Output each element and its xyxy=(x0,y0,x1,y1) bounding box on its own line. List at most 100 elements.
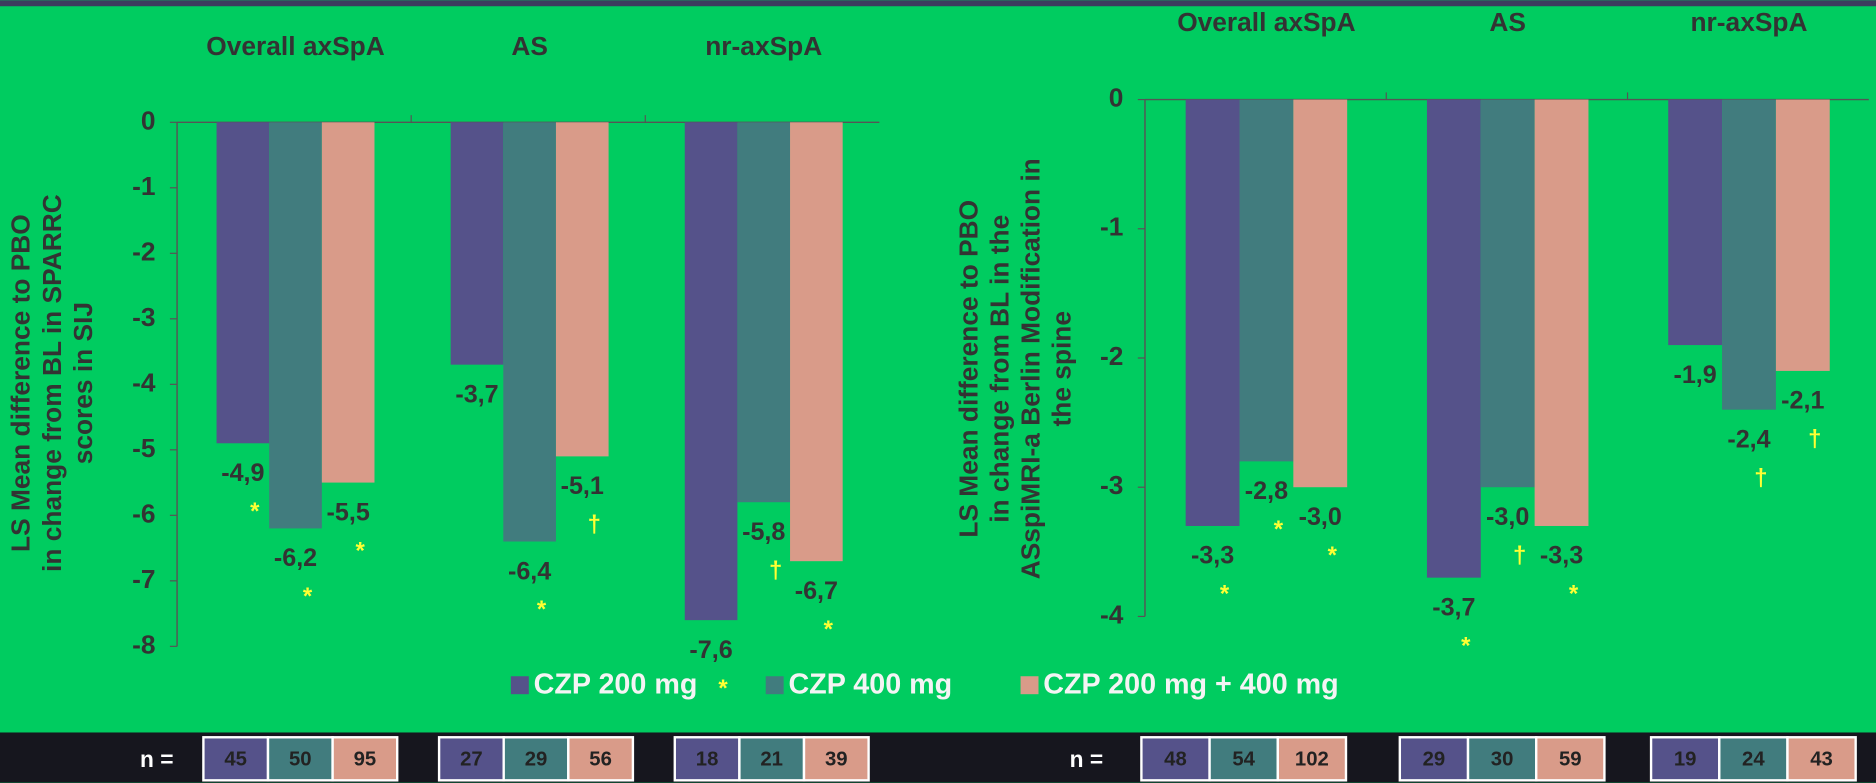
n-box xyxy=(802,736,870,782)
n-label: n = xyxy=(140,746,173,772)
n-value: 56 xyxy=(589,748,612,770)
y-axis-label-line: LS Mean difference to PBO xyxy=(6,214,36,552)
value-label: -6,7 xyxy=(795,577,838,605)
n-value: 21 xyxy=(760,748,783,770)
legend-swatch xyxy=(510,676,529,695)
n-value: 29 xyxy=(525,748,548,770)
legend-swatch xyxy=(1020,676,1039,695)
significance-marker: * xyxy=(824,616,834,643)
significance-marker: * xyxy=(250,498,260,525)
category-label: nr-axSpA xyxy=(1690,7,1807,37)
y-axis-label-line: LS Mean difference to PBO xyxy=(953,200,983,538)
y-tick-label: -1 xyxy=(132,171,155,201)
n-value: 30 xyxy=(1491,748,1514,770)
significance-marker: † xyxy=(769,557,782,584)
value-label: -5,5 xyxy=(327,498,370,526)
n-value: 95 xyxy=(354,748,377,770)
y-tick-label: -4 xyxy=(1100,599,1124,629)
y-axis-label-line: in change from BL in SPARRC xyxy=(37,194,67,572)
bar xyxy=(1668,99,1723,346)
n-box xyxy=(266,736,334,782)
legend-label: CZP 400 mg xyxy=(788,668,952,700)
y-tick-label: -5 xyxy=(132,433,155,463)
significance-marker: * xyxy=(718,675,728,702)
n-box xyxy=(437,736,505,782)
n-value: 45 xyxy=(224,748,247,770)
bar xyxy=(503,122,556,542)
bar xyxy=(1775,99,1830,371)
significance-marker: † xyxy=(1754,464,1767,491)
value-label: -6,4 xyxy=(508,557,551,585)
bar xyxy=(216,122,270,444)
significance-marker: * xyxy=(1274,516,1284,543)
n-box xyxy=(1535,736,1606,782)
bar xyxy=(1185,99,1240,526)
bar xyxy=(555,122,609,457)
n-value: 59 xyxy=(1559,748,1582,770)
significance-marker: * xyxy=(1569,581,1579,608)
bar xyxy=(1722,99,1776,410)
value-label: -3,3 xyxy=(1191,542,1234,570)
significance-marker: * xyxy=(1328,542,1338,569)
n-box xyxy=(1718,736,1789,782)
top-band xyxy=(0,0,1876,7)
value-label: -3,0 xyxy=(1299,503,1342,531)
bar xyxy=(1293,99,1348,488)
significance-marker: * xyxy=(355,537,365,564)
significance-marker: * xyxy=(1461,632,1471,659)
value-label: -7,6 xyxy=(689,636,732,664)
y-tick-label: -1 xyxy=(1100,212,1123,242)
value-label: -5,1 xyxy=(561,472,604,500)
category-label: AS xyxy=(1489,7,1526,37)
y-tick-label: -3 xyxy=(132,302,155,332)
n-box xyxy=(1649,736,1721,782)
y-tick-label: -7 xyxy=(132,564,155,594)
n-value: 102 xyxy=(1295,748,1329,770)
bar xyxy=(790,122,843,562)
y-tick-label: -8 xyxy=(132,629,155,659)
y-tick-label: -4 xyxy=(132,367,156,397)
value-label: -5,8 xyxy=(742,518,785,546)
n-label: n = xyxy=(1070,746,1103,772)
significance-marker: † xyxy=(1513,542,1526,569)
bar xyxy=(269,122,322,529)
value-label: -2,4 xyxy=(1727,425,1770,453)
category-label: Overall axSpA xyxy=(206,31,384,61)
n-box xyxy=(331,736,399,782)
n-value: 19 xyxy=(1674,748,1697,770)
n-box xyxy=(1276,736,1348,782)
bar xyxy=(684,122,738,621)
significance-marker: † xyxy=(1808,426,1821,453)
value-label: -2,1 xyxy=(1781,387,1824,415)
bar xyxy=(1239,99,1294,462)
y-axis-label-line: in change from BL in the xyxy=(984,215,1014,523)
y-tick-label: 0 xyxy=(141,105,156,135)
bar xyxy=(321,122,375,483)
n-value: 24 xyxy=(1742,748,1765,770)
legend-swatch xyxy=(765,676,784,695)
value-label: -3,7 xyxy=(455,380,498,408)
y-axis-label-line: scores in SIJ xyxy=(68,302,98,464)
n-value: 43 xyxy=(1810,748,1833,770)
y-axis-label: LS Mean difference to PBOin change from … xyxy=(6,194,98,572)
n-value: 29 xyxy=(1423,748,1446,770)
n-value: 39 xyxy=(825,748,848,770)
n-value: 27 xyxy=(460,748,483,770)
y-axis-label-line: the spine xyxy=(1047,311,1077,427)
significance-marker: * xyxy=(303,583,313,610)
n-box xyxy=(1786,736,1857,782)
significance-marker: * xyxy=(537,596,547,623)
y-axis-label: LS Mean difference to PBOin change from … xyxy=(953,158,1076,579)
bar xyxy=(1426,99,1481,578)
y-tick-label: -6 xyxy=(132,498,155,528)
value-label: -1,9 xyxy=(1673,361,1716,389)
category-label: AS xyxy=(511,31,548,61)
value-label: -6,2 xyxy=(274,544,317,572)
bar xyxy=(1534,99,1589,526)
y-axis-label-line: ASspiMRI-a Berlin Modification in xyxy=(1015,158,1045,579)
category-label: Overall axSpA xyxy=(1177,7,1355,37)
n-value: 18 xyxy=(696,748,719,770)
n-box xyxy=(502,736,570,782)
legend-label: CZP 200 mg + 400 mg xyxy=(1043,668,1338,700)
